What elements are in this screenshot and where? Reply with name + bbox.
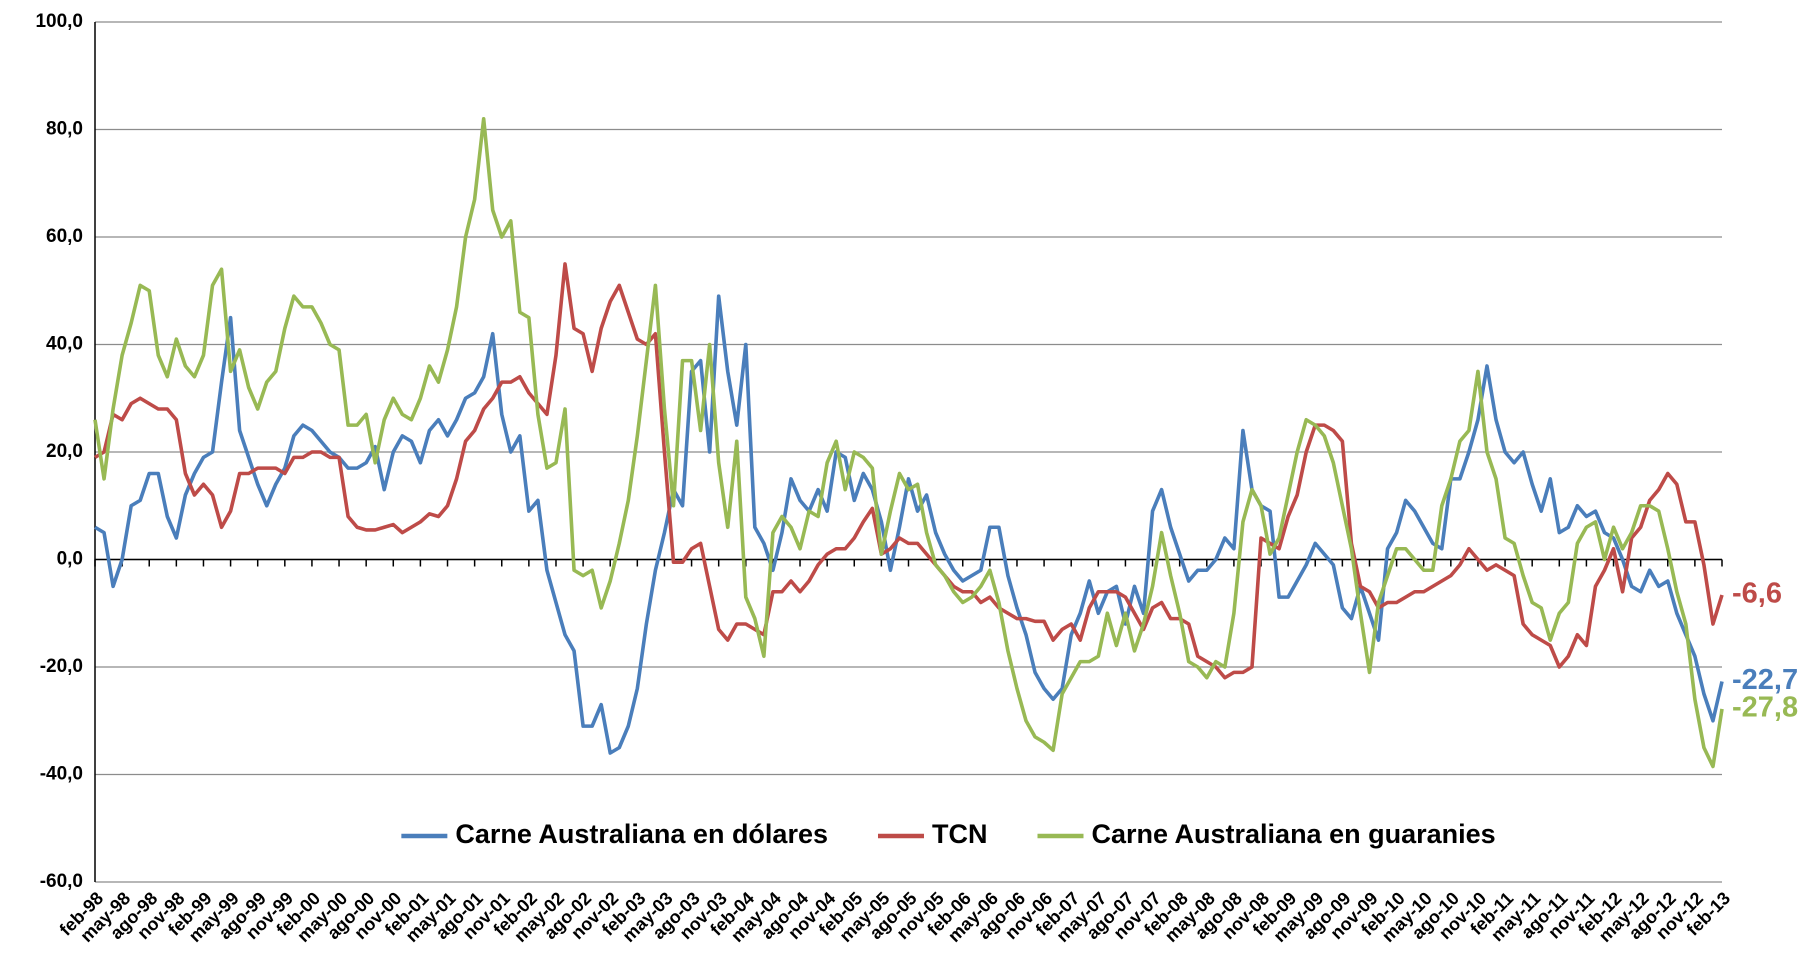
- legend-label: Carne Australiana en dólares: [455, 819, 828, 849]
- end-label: -22,7: [1732, 664, 1798, 696]
- y-tick-label: -40,0: [40, 764, 83, 785]
- y-tick-label: 80,0: [46, 119, 83, 140]
- y-tick-label: -20,0: [40, 656, 83, 677]
- series-line: [93, 116, 1724, 769]
- y-tick-label: 100,0: [35, 11, 83, 32]
- end-label: -27,8: [1732, 692, 1798, 724]
- legend-label: TCN: [932, 819, 988, 849]
- legend-label: Carne Australiana en guaranies: [1091, 819, 1495, 849]
- y-tick-label: 40,0: [46, 334, 83, 355]
- y-tick-label: -60,0: [40, 871, 83, 892]
- legend: Carne Australiana en dólares TCN Carne Aus…: [401, 819, 1496, 849]
- y-tick-label: 20,0: [46, 441, 83, 462]
- y-tick-label: 0,0: [57, 549, 83, 570]
- series-line: [94, 262, 1724, 680]
- y-tick-label: 60,0: [46, 226, 83, 247]
- end-label: -6,6: [1732, 578, 1782, 610]
